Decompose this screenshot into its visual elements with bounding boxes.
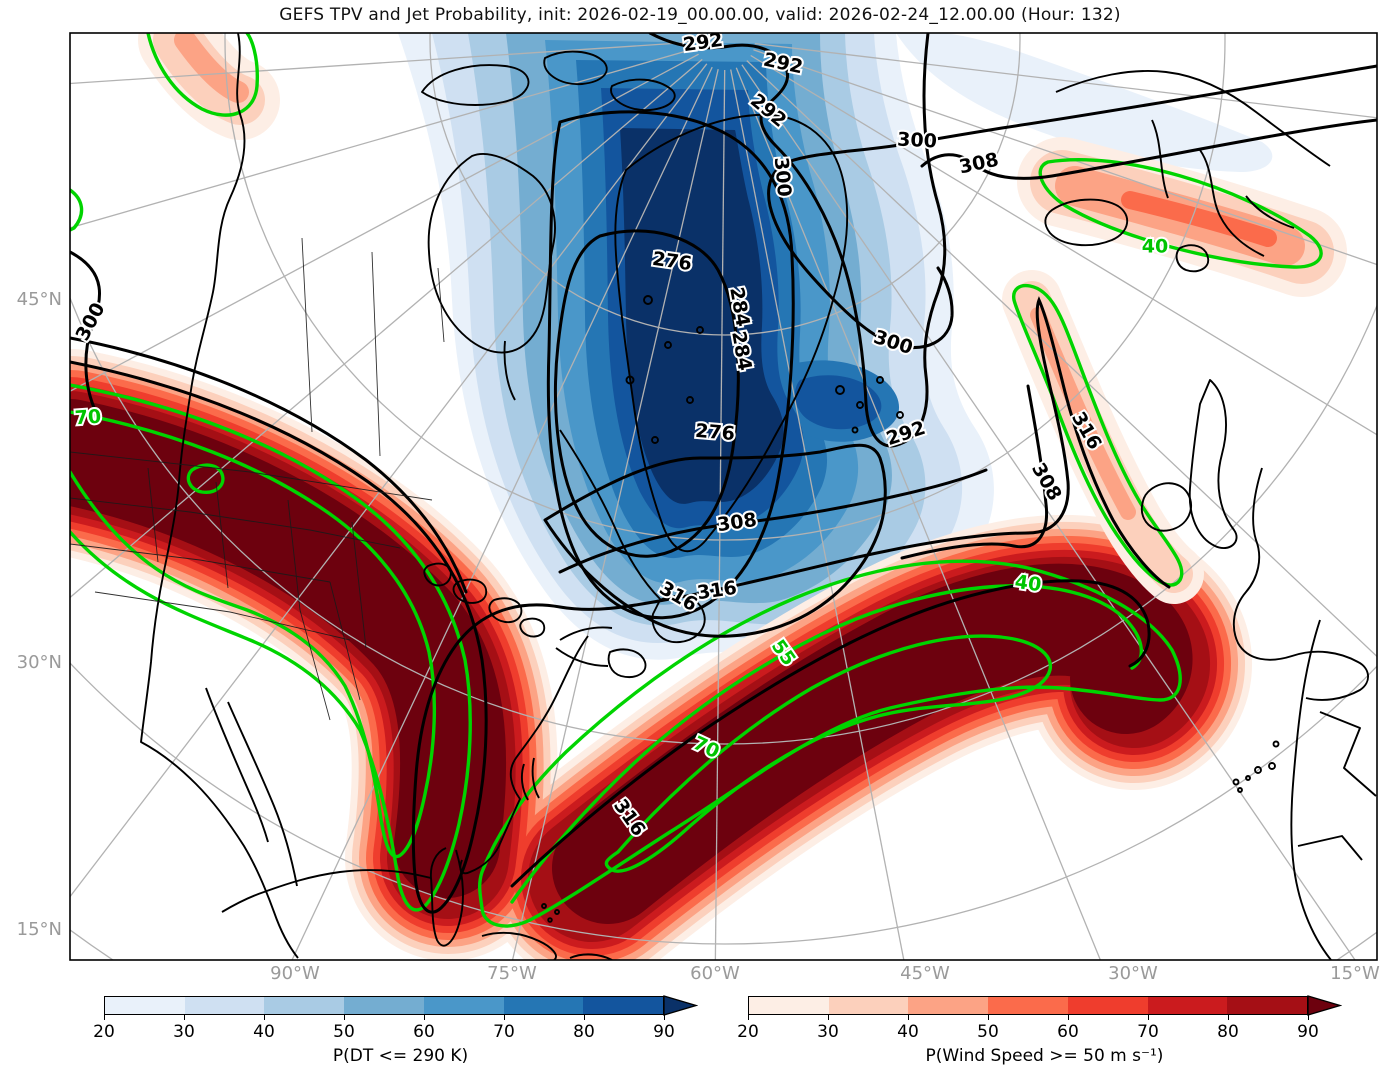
colorbar-tick-label: 50 xyxy=(333,1022,355,1042)
colorbar-tick-label: 70 xyxy=(493,1022,515,1042)
state-borders xyxy=(70,237,445,721)
colorbar-bar xyxy=(748,996,1308,1015)
colorbar-red: 20 30 40 50 60 70 80 90 P(Wind Speed >= 50 m s⁻¹… xyxy=(737,994,1342,1066)
colorbar-segment xyxy=(1067,997,1148,1014)
colorbar-segment xyxy=(503,997,584,1014)
colorbar-tick xyxy=(504,1014,506,1020)
colorbar-tick-label: 50 xyxy=(977,1022,999,1042)
colorbar-tick-label: 20 xyxy=(93,1022,115,1042)
colorbar-bar xyxy=(104,996,664,1015)
colorbar-tick xyxy=(184,1014,186,1020)
colorbar-tick-label: 80 xyxy=(1217,1022,1239,1042)
contours-black xyxy=(70,33,1377,914)
colorbar-tick xyxy=(748,1014,750,1020)
figure-title: GEFS TPV and Jet Probability, init: 2026… xyxy=(279,5,1121,25)
contour-label: 40 xyxy=(1142,236,1168,258)
lon-tick-label: 45°W xyxy=(900,963,950,984)
colorbar-tick xyxy=(664,1014,666,1020)
map-border xyxy=(69,32,1378,961)
colorbar-segment xyxy=(749,997,829,1014)
colorbar-tick-label: 30 xyxy=(173,1022,195,1042)
colorbar-tick xyxy=(584,1014,586,1020)
colorbar-segment xyxy=(105,997,185,1014)
coastlines xyxy=(140,33,1377,960)
colorbar-tick xyxy=(264,1014,266,1020)
colorbar-segment xyxy=(828,997,909,1014)
contour-label: 70 xyxy=(74,406,102,430)
contour-label: 308 xyxy=(1027,459,1066,504)
colorbar-tick-label: 70 xyxy=(1137,1022,1159,1042)
colorbar-segment xyxy=(583,997,664,1014)
lon-tick-label: 75°W xyxy=(487,963,537,984)
colorbar-tick-label: 60 xyxy=(413,1022,435,1042)
colorbar-caption: P(DT <= 290 K) xyxy=(332,1046,469,1066)
colorbar-tick xyxy=(1068,1014,1070,1020)
colorbar-tick-label: 30 xyxy=(817,1022,839,1042)
colorbar-segment xyxy=(1147,997,1228,1014)
colorbar-tick-label: 60 xyxy=(1057,1022,1079,1042)
contour-label: 300 xyxy=(897,128,938,152)
colorbar-tick xyxy=(988,1014,990,1020)
colorbar-caption: P(Wind Speed >= 50 m s⁻¹) xyxy=(925,1046,1164,1066)
colorbar-tick xyxy=(828,1014,830,1020)
colorbar-tick-label: 20 xyxy=(737,1022,759,1042)
lon-tick-label: 60°W xyxy=(690,963,740,984)
colorbar-tick xyxy=(1308,1014,1310,1020)
lon-tick-label: 90°W xyxy=(270,963,320,984)
contour-label: 276 xyxy=(694,420,735,445)
colorbar-segment xyxy=(908,997,989,1014)
colorbar-segment xyxy=(344,997,424,1014)
colorbar-segment xyxy=(184,997,265,1014)
colorbar-extend-arrow xyxy=(663,994,698,1016)
colorbar-tick-label: 40 xyxy=(253,1022,275,1042)
lat-tick-label: 15°N xyxy=(16,919,62,940)
contour-label: 300 xyxy=(770,156,795,197)
colorbar-tick-label: 80 xyxy=(573,1022,595,1042)
lon-tick-label: 30°W xyxy=(1108,963,1158,984)
colorbar-tick xyxy=(908,1014,910,1020)
colorbar-blue: 20 30 40 50 60 70 80 90 P(DT <= 290 K) xyxy=(93,994,698,1066)
colorbar-segment xyxy=(988,997,1068,1014)
colorbar-tick-label: 40 xyxy=(897,1022,919,1042)
contour-label: 40 xyxy=(1013,571,1042,596)
contours-green xyxy=(70,33,1323,928)
colorbar-tick xyxy=(424,1014,426,1020)
colorbar-tick-label: 90 xyxy=(1297,1022,1319,1042)
colorbar-segment xyxy=(423,997,504,1014)
colorbar-tick xyxy=(1228,1014,1230,1020)
colorbar-tick xyxy=(1148,1014,1150,1020)
contour-label: 300 xyxy=(72,299,110,344)
colorbar-segment xyxy=(1227,997,1308,1014)
lon-tick-label: 15°W xyxy=(1330,963,1380,984)
colorbar-extend-arrow xyxy=(1307,994,1342,1016)
colorbar-tick-label: 90 xyxy=(653,1022,675,1042)
colorbar-segment xyxy=(264,997,345,1014)
colorbar-tick xyxy=(104,1014,106,1020)
lat-tick-label: 30°N xyxy=(16,652,62,673)
colorbar-tick xyxy=(344,1014,346,1020)
lat-tick-label: 45°N xyxy=(16,289,62,310)
